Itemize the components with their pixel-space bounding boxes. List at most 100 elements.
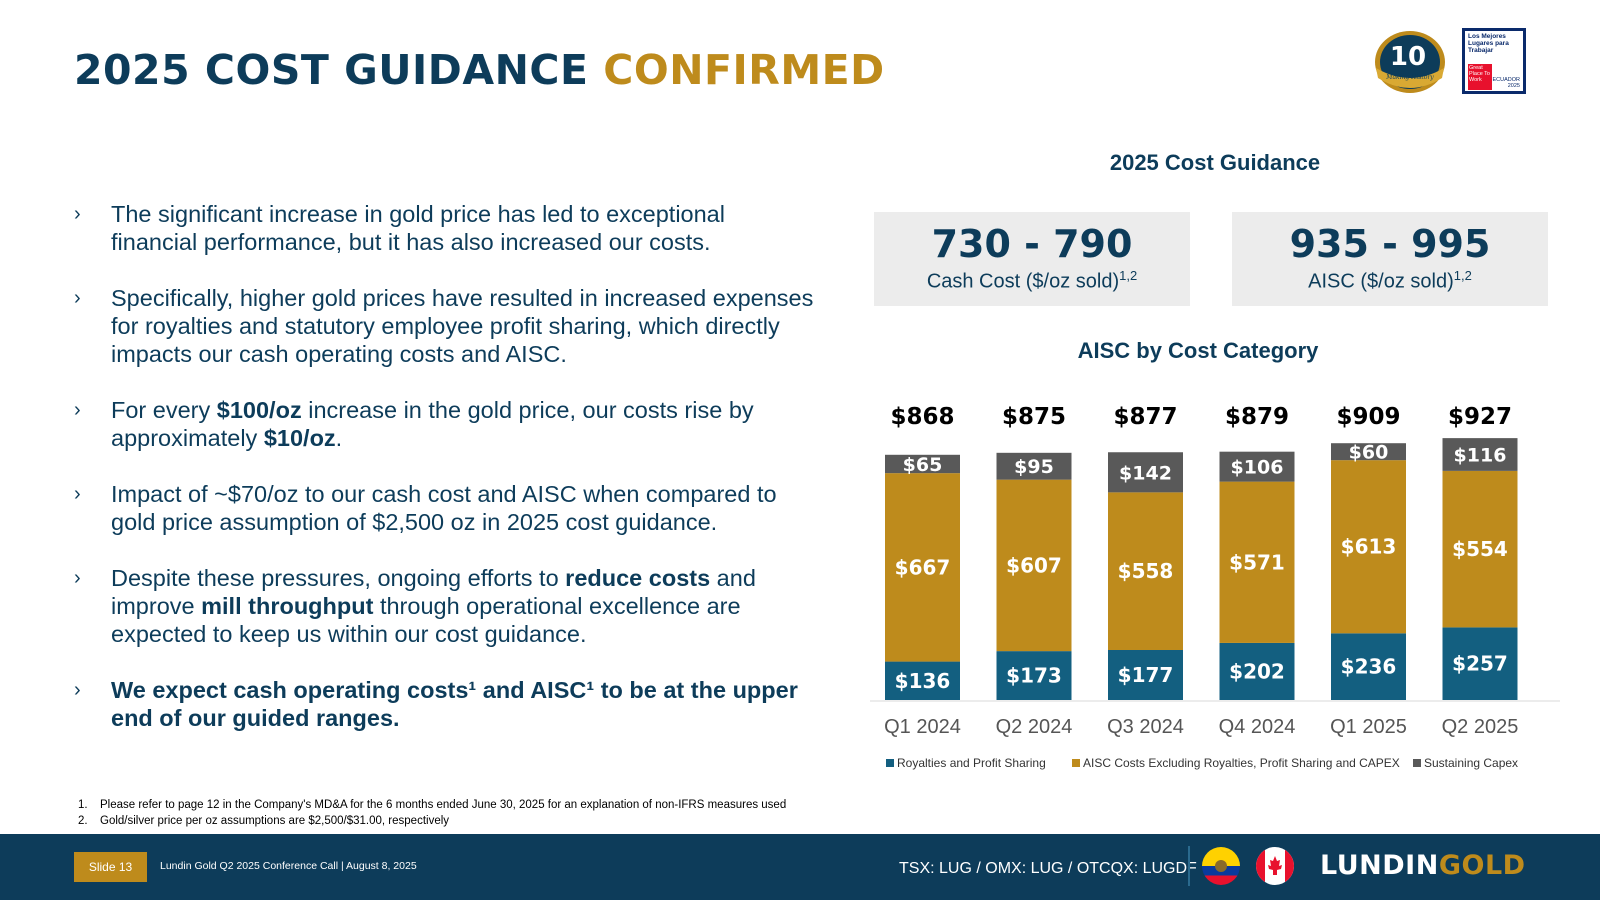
bar-total-label: $877 xyxy=(1113,404,1177,430)
bar-data-label: $558 xyxy=(1118,559,1174,583)
bar-segment xyxy=(885,661,960,700)
bullet-item: › We expect cash operating costs¹ and AIS… xyxy=(74,676,814,732)
aisc-box: 935 - 995 AISC ($/oz sold)1,2 xyxy=(1232,212,1548,306)
bar-data-label: $667 xyxy=(895,555,951,579)
footer-bar xyxy=(0,834,1600,900)
aisc-label: AISC ($/oz sold)1,2 xyxy=(1308,268,1472,293)
bullet-marker-icon: › xyxy=(74,483,81,505)
bar-segment xyxy=(885,473,960,662)
bar-segment xyxy=(1331,443,1406,461)
bullet-item: › For every $100/oz increase in the gold … xyxy=(74,396,814,452)
footnote-2: 2. Gold/silver price per oz assumptions a… xyxy=(78,815,450,827)
legend-entry: AISC Costs Excluding Royalties, Profit S… xyxy=(1083,756,1400,770)
bullet-text: Impact of ~$70/oz to our cash cost and A… xyxy=(111,481,777,535)
x-tick-label: Q2 2024 xyxy=(996,716,1073,738)
footer-divider xyxy=(1188,846,1190,886)
bar-segment xyxy=(885,454,960,474)
bullet-text: reduce costs xyxy=(565,565,711,591)
bar-segment xyxy=(1331,460,1406,634)
slide-number: Slide 13 xyxy=(74,852,147,882)
bar-data-label: $106 xyxy=(1231,457,1284,479)
bar-data-label: $554 xyxy=(1452,537,1508,561)
bullet-marker-icon: › xyxy=(74,287,81,309)
bar-data-label: $95 xyxy=(1014,456,1054,478)
page-title: 2025 COST GUIDANCE CONFIRMED xyxy=(74,46,885,94)
legend-swatch xyxy=(886,759,894,767)
bar-total-label: $879 xyxy=(1225,404,1289,430)
bar-total-label: $875 xyxy=(1002,404,1066,430)
conference-info: Lundin Gold Q2 2025 Conference Call | Au… xyxy=(160,860,417,872)
legend-entry: Sustaining Capex xyxy=(1424,756,1518,770)
ticker-symbols: TSX: LUG / OMX: LUG / OTCQX: LUGDF xyxy=(899,860,1197,877)
bullet-text: The significant increase in gold price h… xyxy=(111,201,725,255)
bar-total-label: $909 xyxy=(1336,404,1400,430)
bullet-text: For every xyxy=(111,397,217,423)
bullet-item: › Specifically, higher gold prices have r… xyxy=(74,284,814,368)
bullet-text: $10/oz xyxy=(263,425,336,451)
legend-swatch xyxy=(1072,759,1080,767)
chart-title: AISC by Cost Category xyxy=(1077,338,1319,363)
anniversary-10-years-logo: 10 Making History xyxy=(1375,31,1445,93)
lundin-gold-logo: LUNDINGOLD xyxy=(1320,850,1526,881)
bullet-item: › Impact of ~$70/oz to our cash cost and … xyxy=(74,480,814,536)
bar-data-label: $607 xyxy=(1006,553,1062,577)
bullet-list: › The significant increase in gold price … xyxy=(74,200,814,760)
bullet-text: increase in the gold price, our costs ri… xyxy=(111,397,754,451)
bullet-marker-icon: › xyxy=(74,399,81,421)
cash-cost-label: Cash Cost ($/oz sold)1,2 xyxy=(926,268,1138,293)
bar-segment xyxy=(996,479,1072,652)
page-title-main: 2025 COST GUIDANCE xyxy=(74,46,589,94)
bar-segment xyxy=(1442,470,1518,628)
page-title-accent: CONFIRMED xyxy=(603,46,885,94)
svg-text:Making History: Making History xyxy=(1385,74,1434,81)
guidance-title: 2025 Cost Guidance xyxy=(1109,150,1321,175)
bullet-text: $100/oz xyxy=(216,397,302,423)
bar-segment xyxy=(1219,451,1295,482)
great-place-to-work-badge: Los Mejores Lugares para Trabajar Great … xyxy=(1462,28,1526,94)
footnotes: 1. Please refer to page 12 in the Company… xyxy=(78,797,786,829)
cash-cost-box: 730 - 790 Cash Cost ($/oz sold)1,2 xyxy=(874,212,1190,306)
x-tick-label: Q1 2024 xyxy=(884,716,961,738)
bar-total-label: $927 xyxy=(1448,404,1512,430)
bullet-text: through operational excellence are expec… xyxy=(111,593,741,647)
bullet-text: . xyxy=(335,425,343,451)
x-tick-label: Q1 2025 xyxy=(1330,716,1407,738)
bullet-text: Specifically, higher gold prices have re… xyxy=(111,285,814,367)
cash-cost-range: 730 - 790 xyxy=(931,222,1133,266)
bar-data-label: $202 xyxy=(1229,659,1285,683)
bullet-item: › The significant increase in gold price … xyxy=(74,200,814,256)
bar-data-label: $136 xyxy=(895,669,951,693)
bar-segment xyxy=(1442,627,1518,700)
aisc-range: 935 - 995 xyxy=(1289,222,1491,266)
bullet-marker-icon: › xyxy=(74,679,81,701)
x-tick-label: Q3 2024 xyxy=(1107,716,1184,738)
bar-segment xyxy=(996,651,1072,700)
bullet-text: We expect cash operating costs¹ and AISC… xyxy=(111,677,798,731)
bar-data-label: $65 xyxy=(903,454,943,476)
bar-data-label: $142 xyxy=(1119,462,1172,484)
bar-data-label: $173 xyxy=(1006,664,1062,688)
bar-total-label: $868 xyxy=(890,404,954,430)
bar-segment xyxy=(1108,452,1183,493)
bullet-text: mill throughput xyxy=(201,593,374,619)
bar-data-label: $571 xyxy=(1229,550,1285,574)
x-tick-label: Q2 2025 xyxy=(1442,716,1519,738)
bullet-marker-icon: › xyxy=(74,203,81,225)
bar-segment xyxy=(996,452,1072,480)
canada-flag-icon xyxy=(1256,847,1294,885)
bullet-marker-icon: › xyxy=(74,567,81,589)
x-tick-label: Q4 2024 xyxy=(1219,716,1296,738)
bullet-text: Despite these pressures, ongoing efforts… xyxy=(111,565,566,591)
bar-data-label: $177 xyxy=(1118,663,1174,687)
bar-segment xyxy=(1331,633,1406,700)
aisc-stacked-bar-chart: $136 $667 $65 $868 Q1 2024 $173 $607 $95 $875 Q2 … xyxy=(870,404,1560,770)
bullet-text: and improve xyxy=(111,565,756,619)
ecuador-flag-icon xyxy=(1202,847,1240,885)
bar-segment xyxy=(1442,438,1518,471)
bar-segment xyxy=(1108,649,1183,700)
bar-segment xyxy=(1219,642,1295,700)
bar-data-label: $257 xyxy=(1452,652,1508,676)
bar-data-label: $60 xyxy=(1349,442,1389,464)
bar-data-label: $116 xyxy=(1454,445,1507,467)
bar-segment xyxy=(1108,492,1183,650)
